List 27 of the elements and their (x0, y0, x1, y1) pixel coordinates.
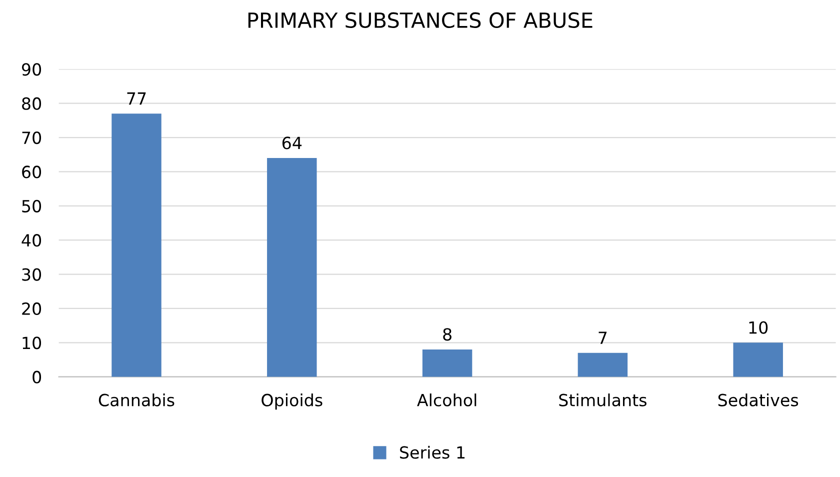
y-tick-label: 90 (22, 63, 42, 76)
data-label: 77 (127, 92, 146, 105)
y-tick-label: 20 (22, 302, 42, 316)
bar (267, 158, 317, 377)
y-tick-label: 80 (22, 97, 42, 110)
bar (733, 342, 783, 377)
y-tick-label: 10 (22, 336, 42, 350)
y-tick-label: 70 (22, 131, 42, 144)
x-tick-label: Opioids (262, 393, 322, 410)
data-label: 64 (282, 136, 302, 150)
data-label: 7 (598, 332, 607, 344)
bar (112, 114, 162, 377)
data-label: 10 (749, 321, 768, 334)
y-tick-label: 60 (22, 166, 42, 178)
x-tick-label: Stimulants (559, 393, 646, 406)
x-tick-label: Alcohol (417, 393, 476, 406)
x-tick-label: Cannabis (98, 393, 174, 406)
y-tick-label: 50 (22, 200, 42, 212)
y-tick-label: 0 (32, 370, 42, 384)
bar (422, 349, 472, 377)
x-tick-label: Sedatives (718, 393, 798, 406)
bar (578, 352, 628, 377)
data-label: 8 (443, 328, 452, 341)
y-tick-label: 30 (22, 268, 42, 281)
legend-label: Series 1 (400, 446, 465, 459)
y-tick-label: 40 (22, 234, 42, 247)
chart-title: PRIMARY SUBSTANCES OF ABUSE (248, 12, 592, 28)
